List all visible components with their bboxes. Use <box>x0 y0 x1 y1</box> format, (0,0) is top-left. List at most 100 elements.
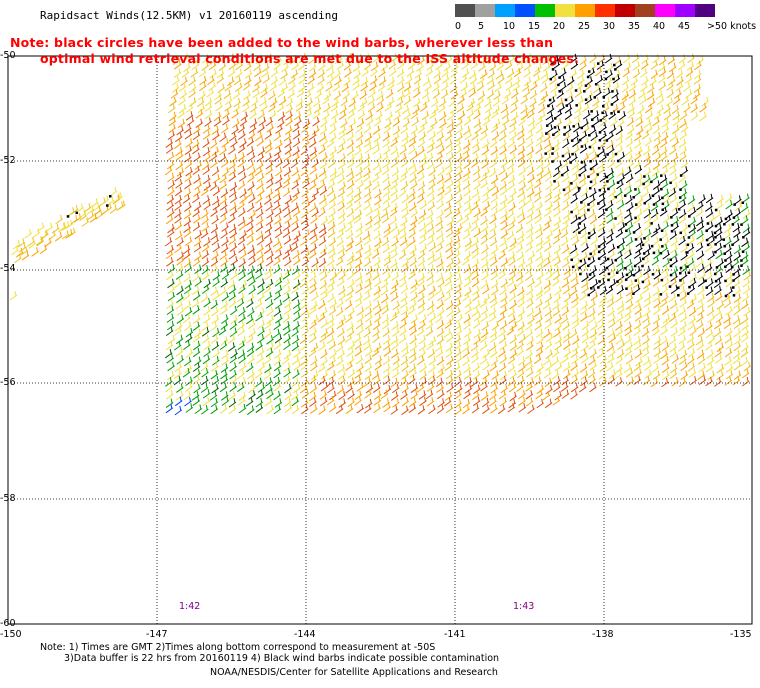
wind-barb <box>301 187 309 198</box>
wind-barb <box>398 250 407 260</box>
wind-barb <box>653 335 662 345</box>
wind-barb <box>329 124 337 135</box>
wind-barb <box>518 116 526 127</box>
wind-barb <box>374 237 382 248</box>
wind-barb <box>562 193 571 203</box>
wind-barb <box>526 236 534 246</box>
wind-barb <box>426 235 435 246</box>
wind-barb <box>327 244 336 255</box>
wind-barb <box>166 151 175 162</box>
wind-barb <box>273 291 282 301</box>
wind-barb <box>454 160 463 171</box>
wind-barb <box>526 377 535 387</box>
wind-barb <box>662 249 671 260</box>
wind-barb <box>364 354 373 364</box>
flag-dot <box>669 258 673 262</box>
wind-barb <box>506 209 515 219</box>
wind-barb <box>705 208 714 219</box>
wind-barb <box>409 202 417 212</box>
wind-barb <box>417 292 425 302</box>
wind-barb <box>581 272 589 283</box>
wind-barb <box>482 139 490 149</box>
wind-barb <box>185 327 194 338</box>
wind-barb <box>257 361 266 372</box>
flag-dot <box>607 187 610 191</box>
wind-barb <box>480 54 489 64</box>
wind-barb <box>376 102 384 113</box>
wind-barb <box>320 349 328 359</box>
wind-barb <box>652 124 661 135</box>
wind-barb <box>194 277 203 287</box>
wind-barb <box>560 314 569 325</box>
wind-barb <box>679 297 688 308</box>
wind-barb <box>391 348 399 359</box>
wind-barb <box>454 202 462 212</box>
wind-barb <box>390 158 399 168</box>
wind-barb <box>176 355 185 365</box>
wind-barb <box>380 279 389 289</box>
wind-barb <box>589 214 598 225</box>
wind-barb <box>463 263 472 274</box>
wind-barb <box>482 187 490 197</box>
flag-dot <box>723 223 726 226</box>
flag-dot <box>591 124 594 128</box>
wind-barb <box>212 130 220 141</box>
wind-barb <box>507 403 516 413</box>
wind-barb <box>246 333 254 344</box>
wind-barb <box>219 340 228 351</box>
wind-barb <box>319 333 328 343</box>
wind-barb <box>184 333 193 343</box>
wind-barb <box>338 153 346 163</box>
wind-barb <box>599 362 608 372</box>
wind-barb <box>481 222 489 233</box>
wind-barb <box>301 220 310 231</box>
wind-barb <box>363 244 372 255</box>
wind-barb <box>372 125 381 135</box>
wind-barb <box>181 68 190 78</box>
wind-barb <box>456 103 465 113</box>
wind-barb <box>360 81 368 92</box>
wind-barb <box>265 159 274 170</box>
flag-dot <box>677 286 680 290</box>
wind-barb <box>554 321 562 332</box>
wind-barb <box>590 291 599 301</box>
wind-barb <box>247 181 255 191</box>
wind-barb <box>255 311 263 322</box>
flag-dot <box>650 244 654 248</box>
wind-barb <box>742 277 751 288</box>
wind-barb <box>337 349 345 359</box>
wind-barb <box>291 327 299 337</box>
flag-dot <box>587 293 590 297</box>
wind-barb <box>742 284 751 295</box>
wind-barb <box>617 237 626 248</box>
wind-barb <box>506 325 515 336</box>
wind-barb <box>445 139 453 149</box>
wind-barb <box>455 313 464 323</box>
wind-barb <box>211 341 220 351</box>
wind-barb <box>570 60 579 70</box>
wind-barb <box>590 131 599 142</box>
wind-barb <box>256 160 264 171</box>
wind-barb <box>446 118 455 129</box>
flag-dot <box>594 83 598 86</box>
wind-barb <box>653 195 662 205</box>
wind-barb <box>345 167 354 178</box>
wind-barb <box>363 377 372 387</box>
wind-barb <box>733 305 741 316</box>
wind-barb <box>454 369 462 380</box>
wind-barb <box>487 69 496 79</box>
wind-barb <box>646 90 655 101</box>
wind-barb <box>390 222 398 233</box>
wind-barb <box>716 363 725 374</box>
wind-barb <box>381 236 390 247</box>
wind-barb <box>479 341 488 351</box>
wind-barb <box>563 250 572 261</box>
wind-barb <box>284 305 292 315</box>
wind-barb <box>500 221 509 231</box>
wind-barb <box>408 145 416 155</box>
wind-barb <box>61 230 70 240</box>
wind-barb <box>221 292 230 302</box>
wind-barb <box>462 356 470 366</box>
wind-barb <box>318 54 326 64</box>
wind-barb <box>284 125 293 135</box>
